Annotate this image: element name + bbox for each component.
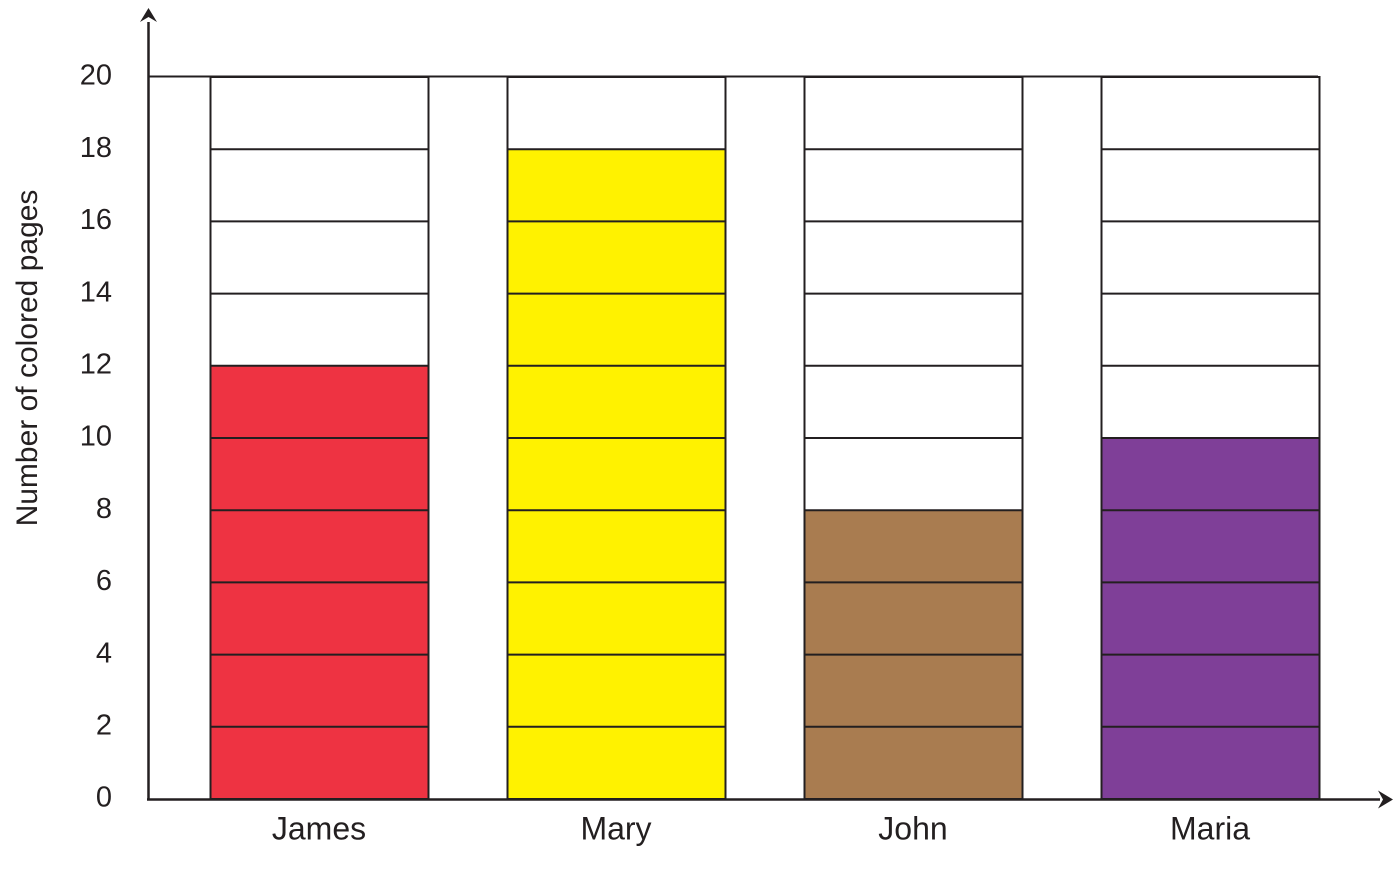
- y-tick-label: 20: [80, 60, 112, 92]
- y-tick-label: 6: [96, 565, 112, 597]
- x-category-label-mary: Mary: [580, 810, 651, 846]
- y-tick-label: 14: [80, 276, 112, 308]
- y-axis-title: Number of colored pages: [11, 190, 44, 527]
- x-category-label-james: James: [272, 810, 366, 846]
- bars-layer: [209, 76, 1321, 800]
- bar-fill-maria: [1101, 438, 1319, 799]
- bar-james: [209, 76, 430, 800]
- y-axis: [140, 8, 157, 800]
- x-category-label-maria: Maria: [1170, 810, 1250, 846]
- x-axis-arrow-icon: [1378, 790, 1393, 809]
- bar-mary: [506, 76, 727, 800]
- y-tick-label: 12: [80, 348, 112, 380]
- y-tick-label: 0: [96, 782, 112, 814]
- y-tick-labels: 0 2 4 6 8 10 12 14 16 18 20: [80, 60, 112, 814]
- y-tick-label: 18: [80, 132, 112, 164]
- bar-maria: [1100, 76, 1321, 800]
- x-category-labels: James Mary John Maria: [272, 810, 1250, 846]
- x-category-label-john: John: [878, 810, 947, 846]
- y-tick-label: 10: [80, 421, 112, 453]
- x-axis: [147, 790, 1393, 809]
- bar-john: [803, 76, 1024, 800]
- y-tick-label: 4: [96, 637, 112, 669]
- y-tick-label: 8: [96, 493, 112, 525]
- y-axis-arrow-icon: [140, 8, 157, 22]
- bar-fill-mary: [507, 149, 725, 799]
- y-tick-label: 2: [96, 709, 112, 741]
- y-tick-label: 16: [80, 204, 112, 236]
